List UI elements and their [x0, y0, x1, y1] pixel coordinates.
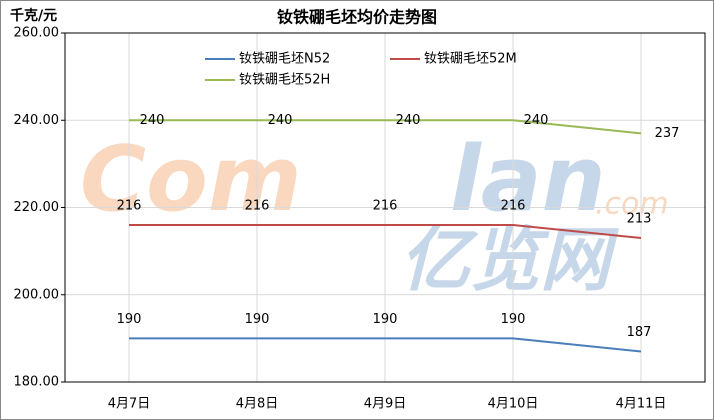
- plot-border: [64, 32, 706, 383]
- watermark-text: lan: [450, 127, 606, 232]
- watermark-text: Com: [80, 127, 302, 232]
- data-label: 240: [396, 113, 421, 128]
- data-label: 237: [655, 126, 680, 141]
- data-label: 190: [373, 312, 398, 327]
- watermark: Com lan .com 亿览网: [80, 127, 669, 301]
- watermark-text: .com: [595, 187, 669, 222]
- x-tick-label: 4月8日: [236, 397, 279, 412]
- watermark-text: 亿览网: [400, 219, 620, 301]
- data-label: 240: [140, 113, 165, 128]
- data-label: 216: [245, 198, 270, 213]
- legend-label: 钕铁硼毛坯52M: [424, 51, 517, 67]
- series-line: [129, 119, 642, 135]
- x-tick-label: 4月9日: [364, 397, 407, 412]
- data-label: 216: [117, 198, 142, 213]
- y-tick-label: 260.00: [14, 26, 60, 41]
- data-label: 187: [627, 325, 652, 340]
- data-label: 190: [501, 312, 526, 327]
- chart-title: 钕铁硼毛坯均价走势图: [277, 8, 437, 27]
- y-tick-label: 200.00: [14, 287, 60, 302]
- series-line: [129, 337, 642, 353]
- data-label: 190: [245, 312, 270, 327]
- y-tick-label: 240.00: [14, 113, 60, 128]
- y-tick-label: 180.00: [14, 375, 60, 390]
- data-label: 213: [627, 212, 652, 227]
- x-tick-label: 4月7日: [108, 397, 151, 412]
- data-label: 240: [268, 113, 293, 128]
- data-label: 216: [501, 198, 526, 213]
- y-unit: 千克/元: [10, 7, 57, 24]
- data-label: 216: [373, 198, 398, 213]
- data-label: 240: [524, 113, 549, 128]
- legend-label: 钕铁硼毛坯52H: [239, 72, 330, 88]
- x-tick-label: 4月11日: [616, 397, 667, 412]
- series-line: [129, 223, 642, 240]
- data-label: 190: [117, 312, 142, 327]
- x-tick-label: 4月10日: [488, 397, 539, 412]
- y-tick-label: 220.00: [14, 200, 60, 215]
- legend-label: 钕铁硼毛坯N52: [239, 51, 330, 67]
